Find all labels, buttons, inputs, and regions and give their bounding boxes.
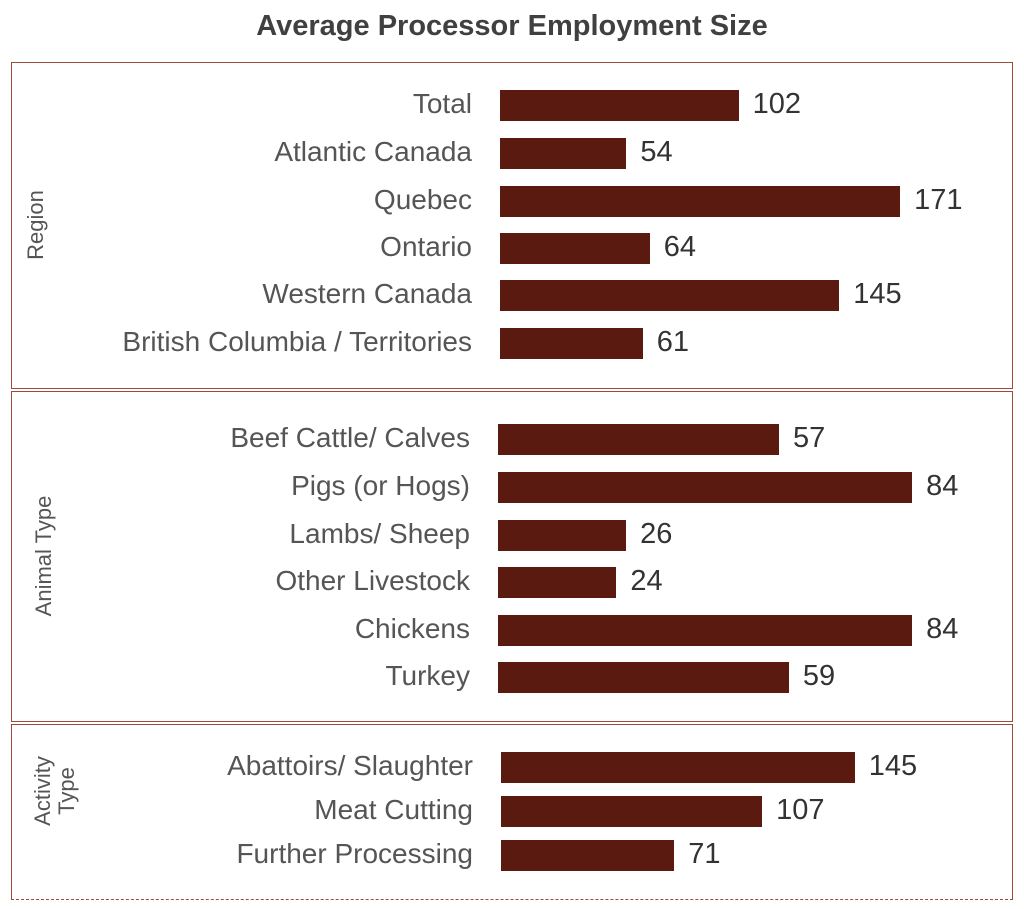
data-label: 54 [640,136,673,168]
bar [498,567,617,598]
bar [498,520,627,551]
data-label: 26 [640,518,673,550]
panel-region [11,62,1013,389]
category-label: Chickens [354,613,470,644]
data-label: 107 [776,794,825,826]
category-label: Total [412,88,472,119]
data-label: 84 [926,470,959,502]
data-label: 145 [868,750,918,782]
category-label: Beef Cattle/ Calves [230,422,470,453]
category-label: British Columbia / Territories [122,326,472,357]
category-label: Ontario [380,231,472,262]
data-label: 57 [793,422,826,454]
category-label: Quebec [373,184,472,215]
category-label: Further Processing [236,838,473,869]
category-label: Atlantic Canada [274,136,472,167]
bar [498,662,789,693]
data-label: 59 [802,660,836,692]
bar [500,90,739,121]
chart-title: Average Processor Employment Size [256,10,768,42]
bar [501,840,675,871]
data-label: 64 [663,231,697,263]
data-label: 171 [914,184,963,216]
group-label: Activity Type [30,756,79,826]
panel-activity-type [11,724,1013,900]
category-label: Pigs (or Hogs) [291,470,470,501]
bar [501,752,855,783]
category-label: Other Livestock [275,565,470,596]
panel-animal-type [11,391,1013,722]
bar [500,138,627,169]
bar [501,796,763,827]
bar [498,615,913,646]
category-label: Western Canada [262,278,472,309]
data-label: 102 [752,88,802,120]
data-label: 24 [630,565,663,597]
bar [500,233,650,264]
category-label: Turkey [385,660,470,691]
bar [500,280,840,311]
data-label: 71 [688,838,721,870]
group-label: Region [23,190,48,260]
bar [500,328,643,359]
bar [498,472,913,503]
data-label: 61 [656,326,689,358]
bar [500,186,901,217]
category-label: Abattoirs/ Slaughter [227,750,473,781]
category-label: Meat Cutting [314,794,473,825]
data-label: 84 [926,613,959,645]
group-label: Animal Type [31,495,56,617]
category-label: Lambs/ Sheep [289,518,470,549]
bar [498,424,779,455]
data-label: 145 [853,278,902,310]
